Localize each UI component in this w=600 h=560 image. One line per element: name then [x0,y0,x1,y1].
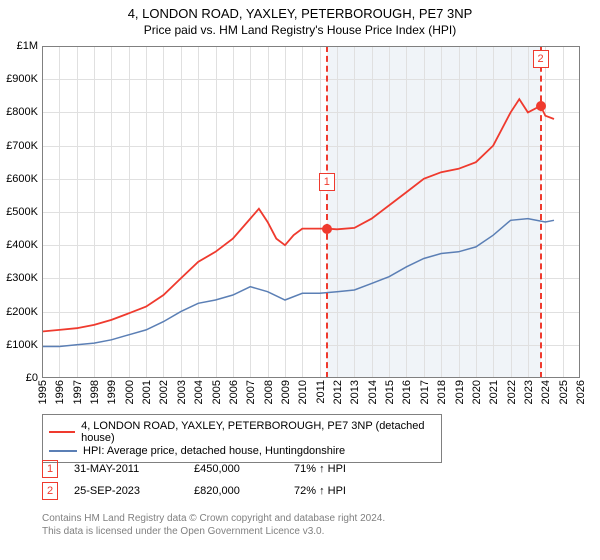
y-tick-label: £700K [6,140,38,152]
chart-title: 4, LONDON ROAD, YAXLEY, PETERBOROUGH, PE… [0,0,600,21]
x-tick-label: 2016 [401,380,413,404]
legend-label: 4, LONDON ROAD, YAXLEY, PETERBOROUGH, PE… [81,420,435,444]
y-tick-label: £400K [6,239,38,251]
legend-item: 4, LONDON ROAD, YAXLEY, PETERBOROUGH, PE… [49,420,435,444]
legend-swatch [49,450,77,452]
x-tick-label: 1997 [72,380,84,404]
x-tick-label: 2026 [575,380,587,404]
y-tick-label: £200K [6,306,38,318]
x-tick-label: 2015 [384,380,396,404]
reference-date: 25-SEP-2023 [74,485,194,497]
y-tick-label: £600K [6,173,38,185]
y-tick-label: £100K [6,339,38,351]
reference-id-box: 2 [42,482,58,500]
reference-pct: 71% ↑ HPI [294,463,394,475]
marker-dash-line [326,46,328,378]
x-tick-label: 2006 [228,380,240,404]
footer-line-1: Contains HM Land Registry data © Crown c… [42,512,385,525]
x-tick-label: 2002 [158,380,170,404]
x-tick-label: 2020 [471,380,483,404]
reference-row: 1 31-MAY-2011£450,00071% ↑ HPI [42,460,394,478]
x-tick-label: 2011 [315,380,327,404]
x-tick-label: 2022 [506,380,518,404]
marker-dot [536,101,546,111]
reference-date: 31-MAY-2011 [74,463,194,475]
x-tick-label: 1999 [106,380,118,404]
reference-pct: 72% ↑ HPI [294,485,394,497]
footer-line-2: This data is licensed under the Open Gov… [42,525,385,538]
x-tick-label: 2009 [280,380,292,404]
x-tick-label: 2014 [367,380,379,404]
marker-label: 1 [319,173,335,191]
x-tick-label: 2004 [193,380,205,404]
x-tick-label: 2025 [558,380,570,404]
x-tick-label: 2005 [211,380,223,404]
x-tick-label: 2017 [419,380,431,404]
x-tick-label: 2003 [176,380,188,404]
y-tick-label: £1M [17,40,38,52]
reference-price: £820,000 [194,485,294,497]
x-tick-label: 1998 [89,380,101,404]
reference-price: £450,000 [194,463,294,475]
chart-lines [42,46,580,378]
y-tick-label: £300K [6,272,38,284]
reference-id-box: 1 [42,460,58,478]
x-tick-label: 2023 [523,380,535,404]
x-tick-label: 2012 [332,380,344,404]
x-tick-label: 2018 [436,380,448,404]
legend-item: HPI: Average price, detached house, Hunt… [49,445,435,457]
marker-dot [322,224,332,234]
legend-swatch [49,431,75,433]
marker-dash-line [540,46,542,378]
x-tick-label: 1996 [54,380,66,404]
x-tick-label: 2000 [124,380,136,404]
chart-plot-area: 12 £0£100K£200K£300K£400K£500K£600K£700K… [42,46,580,378]
reference-table: 1 31-MAY-2011£450,00071% ↑ HPI 2 25-SEP-202… [42,460,394,504]
x-tick-label: 2008 [263,380,275,404]
y-tick-label: £500K [6,206,38,218]
series-line [42,99,554,331]
x-tick-label: 2019 [454,380,466,404]
x-tick-label: 2013 [349,380,361,404]
chart-subtitle: Price paid vs. HM Land Registry's House … [0,21,600,37]
x-tick-label: 2024 [540,380,552,404]
chart-legend: 4, LONDON ROAD, YAXLEY, PETERBOROUGH, PE… [42,414,442,463]
reference-row: 2 25-SEP-2023£820,00072% ↑ HPI [42,482,394,500]
legend-label: HPI: Average price, detached house, Hunt… [83,445,345,457]
x-tick-label: 2007 [245,380,257,404]
y-tick-label: £800K [6,106,38,118]
x-tick-label: 2021 [488,380,500,404]
series-line [42,219,554,347]
x-tick-label: 2010 [297,380,309,404]
x-tick-label: 2001 [141,380,153,404]
x-tick-label: 1995 [37,380,49,404]
marker-label: 2 [533,50,549,68]
chart-footer: Contains HM Land Registry data © Crown c… [42,512,385,538]
y-tick-label: £900K [6,73,38,85]
